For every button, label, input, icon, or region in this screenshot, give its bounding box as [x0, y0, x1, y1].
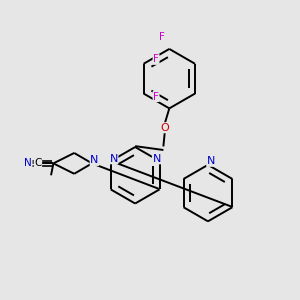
Text: C: C — [34, 158, 42, 168]
Text: N: N — [90, 155, 99, 165]
Text: F: F — [159, 32, 165, 42]
Text: N: N — [152, 154, 161, 164]
Text: F: F — [153, 54, 159, 64]
Text: O: O — [160, 123, 169, 133]
Text: F: F — [153, 92, 159, 101]
Text: N: N — [24, 158, 32, 168]
Text: N: N — [207, 156, 215, 166]
Text: N: N — [110, 154, 118, 164]
